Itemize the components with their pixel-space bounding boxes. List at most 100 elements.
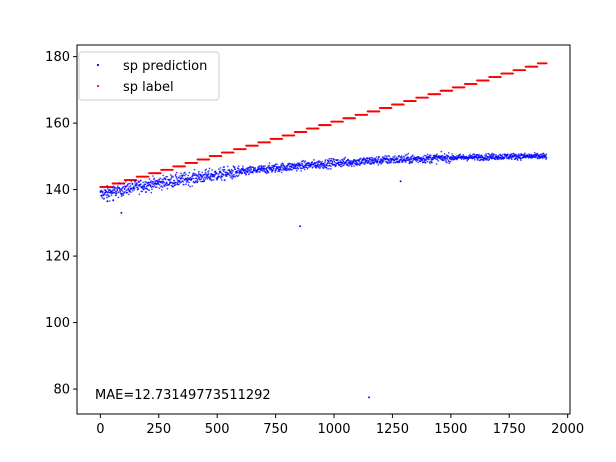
prediction-point [128, 189, 131, 192]
prediction-point [476, 158, 479, 160]
prediction-point [189, 176, 192, 179]
prediction-point [166, 187, 169, 190]
prediction-point [152, 181, 155, 183]
x-tick-label: 1500 [434, 422, 467, 437]
prediction-point [512, 156, 515, 159]
prediction-point [159, 177, 162, 180]
prediction-point [343, 158, 346, 160]
prediction-point [148, 178, 151, 181]
prediction-point [139, 185, 142, 188]
prediction-point [188, 181, 190, 184]
prediction-point [111, 186, 114, 189]
prediction-point [135, 182, 138, 185]
prediction-point [217, 168, 220, 171]
label-point [269, 141, 271, 144]
prediction-point [208, 167, 211, 170]
prediction-point [334, 161, 337, 164]
prediction-point [308, 166, 310, 169]
prediction-point [455, 155, 458, 157]
prediction-point [281, 169, 283, 171]
prediction-point [322, 167, 325, 170]
prediction-point [127, 182, 130, 185]
prediction-point [426, 160, 429, 163]
prediction-point [197, 180, 199, 183]
prediction-point [358, 161, 361, 163]
prediction-point [377, 164, 380, 166]
prediction-point [238, 173, 241, 175]
prediction-point [247, 168, 250, 170]
prediction-point [272, 167, 275, 170]
prediction-point [411, 154, 414, 157]
prediction-point [152, 185, 155, 188]
label-point [196, 161, 199, 164]
prediction-point [237, 171, 240, 174]
prediction-point [178, 176, 180, 179]
prediction-point [238, 168, 240, 170]
prediction-point [440, 150, 443, 153]
prediction-point [209, 177, 212, 180]
prediction-point [486, 159, 489, 161]
legend-box [78, 51, 220, 101]
prediction-point [281, 164, 283, 167]
prediction-point [502, 153, 504, 156]
prediction-point [121, 187, 123, 190]
prediction-point [263, 167, 266, 170]
prediction-point [143, 186, 146, 189]
prediction-point [393, 156, 396, 159]
prediction-point [327, 160, 330, 163]
label-point [184, 165, 186, 168]
prediction-point [410, 158, 413, 161]
prediction-point [135, 184, 138, 186]
prediction-point [221, 179, 223, 181]
prediction-point [299, 165, 301, 168]
prediction-point [363, 157, 365, 159]
prediction-point [194, 173, 197, 175]
label-point [341, 120, 344, 123]
prediction-point [435, 158, 437, 161]
prediction-point [335, 164, 337, 167]
prediction-point [356, 162, 359, 164]
prediction-point [207, 170, 210, 172]
prediction-point [172, 176, 174, 178]
prediction-point [256, 171, 258, 174]
prediction-point [165, 184, 168, 187]
prediction-point [188, 171, 191, 174]
label-point [487, 79, 490, 82]
prediction-point [242, 165, 244, 168]
prediction-point [423, 154, 426, 157]
prediction-point [107, 194, 109, 196]
prediction-point [187, 184, 190, 186]
prediction-point [338, 161, 340, 163]
prediction-point [400, 155, 403, 157]
label-point [220, 155, 223, 157]
label-point [512, 72, 514, 75]
prediction-point [428, 158, 430, 160]
prediction-point [110, 194, 113, 197]
prediction-point [233, 173, 236, 176]
prediction-point [259, 171, 261, 173]
prediction-point [359, 157, 362, 160]
prediction-point [277, 170, 280, 173]
prediction-point [435, 154, 438, 157]
prediction-point [289, 162, 292, 165]
prediction-point [434, 157, 436, 159]
prediction-point [484, 156, 487, 158]
prediction-point [394, 155, 396, 157]
prediction-point [117, 185, 119, 187]
label-point [208, 158, 211, 161]
prediction-point [177, 181, 179, 183]
prediction-point [497, 154, 500, 157]
prediction-point [385, 155, 388, 158]
prediction-point [175, 181, 177, 184]
prediction-point [317, 163, 319, 166]
prediction-point [280, 163, 283, 166]
prediction-point [329, 167, 332, 170]
prediction-point [150, 191, 153, 194]
prediction-point [320, 165, 322, 167]
prediction-point [286, 167, 288, 170]
prediction-point [131, 189, 134, 192]
prediction-point [342, 162, 344, 165]
prediction-point [331, 161, 334, 163]
prediction-point [293, 167, 296, 170]
prediction-point [247, 170, 249, 172]
